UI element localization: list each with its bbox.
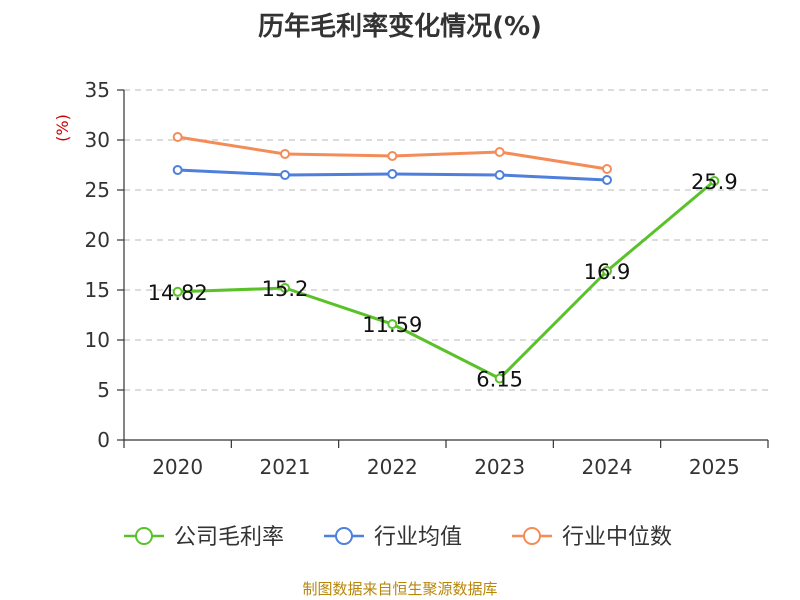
legend: 公司毛利率 行业均值 行业中位数 (124, 525, 672, 550)
data-point (494, 373, 505, 384)
data-point (172, 165, 183, 175)
data-label: 15.2 (262, 277, 309, 301)
data-point (709, 176, 720, 186)
y-tick-label: 25 (85, 178, 110, 202)
y-tick-label: 5 (97, 378, 110, 402)
series-line-0 (177, 179, 716, 380)
data-point (387, 169, 398, 179)
legend-marker (335, 527, 353, 545)
data-point (280, 149, 290, 159)
y-tick-label: 35 (85, 78, 110, 102)
legend-marker (523, 527, 541, 545)
data-point (494, 170, 505, 180)
x-tick-label: 2021 (260, 455, 311, 479)
legend-label: 行业均值 (374, 525, 462, 550)
data-point (494, 147, 505, 157)
data-label: 14.82 (148, 281, 208, 305)
legend-label: 公司毛利率 (174, 525, 284, 550)
x-tick-label: 2022 (367, 455, 418, 479)
y-tick-label: 10 (85, 328, 110, 352)
series-layer: 14.82 15.2 11.59 6.15 16.9 25.9 (148, 132, 738, 392)
data-label: 25.9 (691, 170, 738, 194)
data-source-note: 制图数据来自恒生聚源数据库 (302, 580, 498, 598)
x-tick-label: 2024 (582, 455, 633, 479)
x-tick-label: 2023 (474, 455, 525, 479)
x-tick-label: 2025 (689, 455, 740, 479)
y-tick-label: 15 (85, 278, 110, 302)
x-tick-label: 2020 (152, 455, 203, 479)
grid-lines (124, 89, 768, 391)
data-label: 6.15 (476, 368, 523, 392)
data-point (602, 175, 612, 185)
data-point (172, 286, 183, 297)
y-tick-label: 0 (97, 428, 110, 452)
y-axis-label: (%) (53, 114, 72, 142)
data-point (602, 164, 612, 174)
chart-title: 历年毛利率变化情况(%) (258, 12, 542, 42)
y-tick-label: 20 (85, 228, 110, 252)
data-point (280, 170, 290, 180)
legend-marker (135, 527, 153, 545)
data-point (387, 151, 398, 161)
data-label: 11.59 (362, 313, 422, 337)
data-point (602, 266, 612, 276)
data-point (280, 283, 290, 293)
data-label: 16.9 (584, 260, 631, 284)
y-tick-label: 30 (85, 128, 110, 152)
legend-label: 行业中位数 (562, 525, 672, 550)
data-point (387, 319, 398, 330)
data-point (172, 132, 183, 142)
